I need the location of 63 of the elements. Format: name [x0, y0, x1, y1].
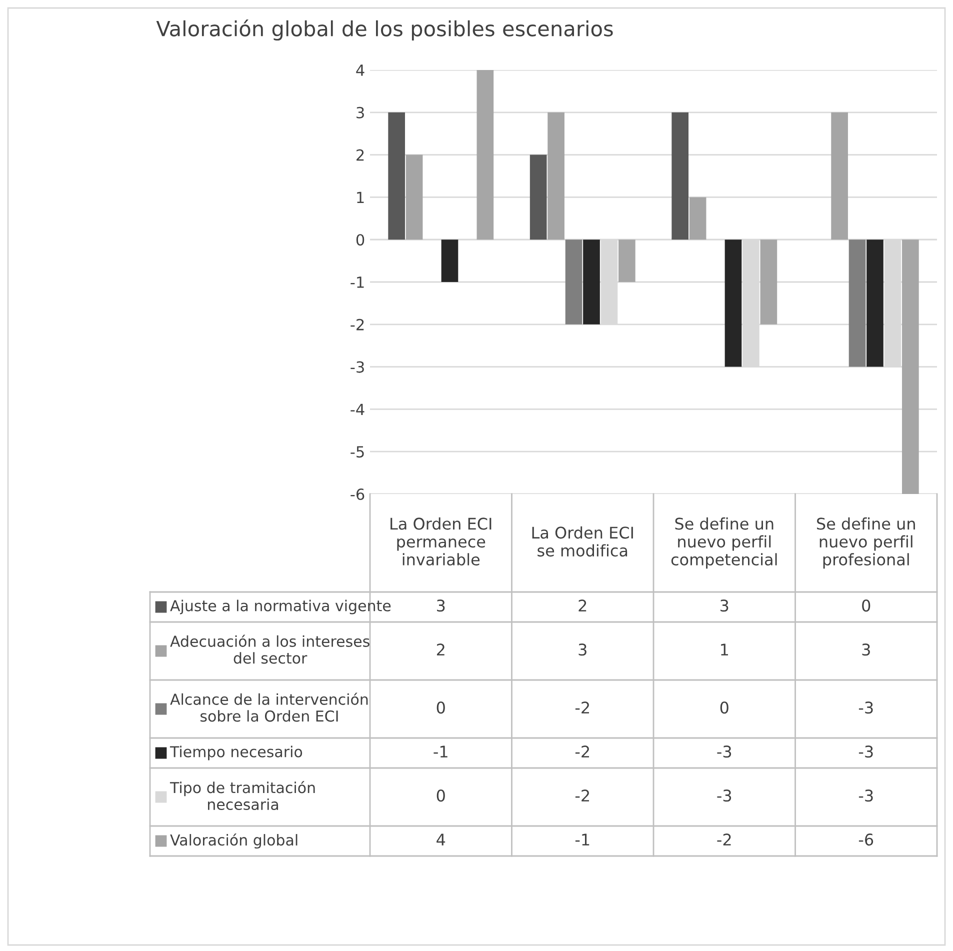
data-label: 0 — [862, 600, 870, 612]
legend-label: Valoración global — [170, 833, 298, 849]
x-tick-label: La Orden ECI se modifica — [532, 526, 633, 557]
bar — [672, 112, 688, 240]
y-tick-label: -4 — [350, 404, 364, 416]
data-label: -3 — [858, 746, 873, 758]
bar — [760, 240, 778, 324]
data-label: 0 — [436, 790, 445, 802]
bar — [441, 240, 458, 282]
data-label: 2 — [578, 600, 586, 612]
y-tick-label: 0 — [356, 234, 364, 246]
x-tick-label: La Orden ECI permanece invariable — [390, 517, 492, 566]
data-label: -6 — [858, 834, 874, 846]
x-tick-label: Se define un nuevo perfil competencial — [671, 517, 777, 569]
data-label: -2 — [575, 790, 589, 802]
data-label: -1 — [575, 834, 590, 846]
bar — [388, 112, 405, 240]
bar — [565, 240, 582, 324]
bar — [689, 197, 706, 240]
data-label: 1 — [721, 644, 728, 656]
data-label: 3 — [578, 644, 586, 656]
data-label: -2 — [717, 834, 731, 846]
y-tick-label: 3 — [356, 106, 364, 118]
bar — [476, 70, 494, 240]
bar — [618, 240, 636, 282]
y-tick-label: 2 — [356, 149, 364, 161]
bar — [831, 112, 848, 240]
y-tick-label: -6 — [350, 488, 364, 500]
data-label: -3 — [858, 790, 873, 802]
bar — [866, 240, 884, 367]
bar — [583, 240, 600, 324]
data-label: -3 — [717, 746, 732, 758]
chart-title: Valoración global de los posibles escenarios — [156, 20, 613, 40]
data-label: 3 — [720, 600, 728, 612]
y-tick-label: -3 — [350, 361, 364, 373]
y-tick-label: -1 — [350, 276, 364, 288]
y-tick-label: 4 — [356, 64, 364, 76]
legend-label: Alcance de la intervención sobre la Orden ECI — [170, 692, 368, 722]
data-label: -2 — [575, 702, 589, 714]
bar — [548, 112, 564, 240]
data-label: 0 — [720, 702, 728, 714]
bar — [848, 240, 866, 367]
bar — [406, 154, 423, 240]
bar — [902, 240, 919, 494]
legend-label: Tiempo necesario — [170, 746, 302, 760]
data-label: -1 — [434, 746, 448, 758]
y-tick-label: -5 — [350, 446, 364, 458]
data-label: 3 — [862, 644, 870, 656]
data-label: 2 — [436, 644, 444, 656]
data-label: 3 — [437, 600, 445, 612]
data-label: -3 — [858, 702, 873, 714]
x-tick-label: Se define un nuevo perfil profesional — [817, 517, 915, 569]
bar — [530, 154, 547, 240]
legend-label: Adecuación a los intereses del sector — [170, 634, 370, 664]
data-label: 4 — [436, 834, 446, 846]
data-label: -3 — [717, 790, 732, 802]
bar — [724, 240, 742, 367]
legend-label: Tipo de tramitación necesaria — [170, 781, 315, 810]
y-tick-label: 1 — [357, 192, 364, 204]
data-label: 0 — [436, 702, 445, 714]
legend-label: Ajuste a la normativa vigente — [170, 600, 391, 614]
y-tick-label: -2 — [350, 318, 364, 330]
data-label: -2 — [575, 746, 589, 758]
